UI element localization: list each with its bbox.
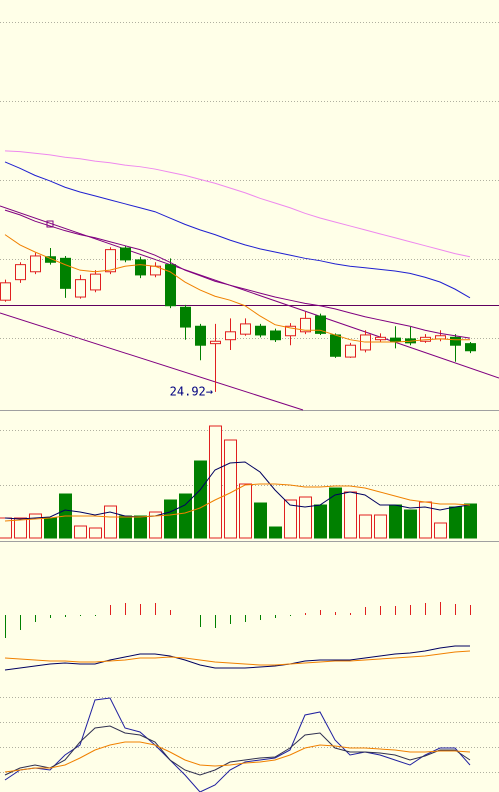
candle-body (315, 315, 326, 334)
volume-bar (299, 496, 312, 539)
candle-body (300, 317, 311, 333)
indicator-line (4, 209, 471, 339)
volume-bar (464, 503, 477, 539)
indicator-line (4, 725, 471, 776)
trend-line (0, 205, 499, 379)
candle-body (0, 282, 11, 301)
volume-bar (239, 483, 252, 539)
candle-body (75, 279, 86, 298)
volume-bar (14, 517, 27, 539)
candle-body (165, 264, 176, 307)
volume-bar (134, 515, 147, 539)
volume-bar (164, 499, 177, 539)
indicator-line (4, 645, 470, 671)
indicator-line (4, 483, 471, 522)
volume-bar (119, 515, 132, 539)
volume-bar (74, 525, 87, 539)
candle-body (255, 325, 266, 336)
candle-body (285, 325, 296, 337)
candle-body (270, 330, 281, 341)
indicator-line (4, 741, 471, 773)
volume-bar (179, 493, 192, 539)
volume-bar (224, 439, 237, 539)
volume-bar (269, 526, 282, 539)
volume-bar (389, 504, 402, 539)
candle-body (15, 264, 26, 281)
candle-body (30, 255, 41, 273)
candle-body (45, 256, 56, 263)
candle-body (345, 344, 356, 358)
candle-body (210, 340, 221, 345)
candle-body (390, 337, 401, 342)
low-annotation: 24.92→ (170, 384, 213, 398)
candle-body (135, 259, 146, 276)
volume-bar (104, 505, 117, 539)
candle-body (195, 325, 206, 346)
candle-body (120, 247, 131, 261)
trend-anchor (46, 220, 54, 228)
volume-bar (374, 514, 387, 539)
candle-body (180, 306, 191, 328)
volume-bar (194, 460, 207, 539)
volume-bar (434, 522, 447, 539)
volume-bar (149, 511, 162, 539)
indicator-line (4, 234, 470, 343)
indicator-line (4, 161, 471, 299)
indicator-line (4, 697, 471, 792)
volume-bar (344, 491, 357, 539)
candle-body (225, 331, 236, 341)
candle-body (240, 323, 251, 335)
volume-bar (209, 425, 222, 539)
volume-bar (89, 527, 102, 539)
volume-bar (329, 487, 342, 539)
volume-bar (314, 504, 327, 539)
trend-line (0, 312, 304, 411)
indicator-line (4, 650, 471, 666)
volume-bar (359, 514, 372, 539)
candle-body (60, 257, 71, 289)
candle-body (90, 273, 101, 291)
indicator-line (4, 150, 471, 258)
volume-bar (284, 499, 297, 539)
volume-bar (44, 517, 57, 539)
volume-bar (449, 506, 462, 539)
volume-bar (404, 509, 417, 539)
candle-body (330, 334, 341, 357)
volume-bar (29, 513, 42, 539)
volume-bar (254, 502, 267, 539)
candle-body (375, 336, 386, 341)
candle-body (105, 249, 116, 273)
candle-body (450, 336, 461, 346)
indicator-line (4, 461, 471, 520)
candle-body (465, 343, 476, 352)
